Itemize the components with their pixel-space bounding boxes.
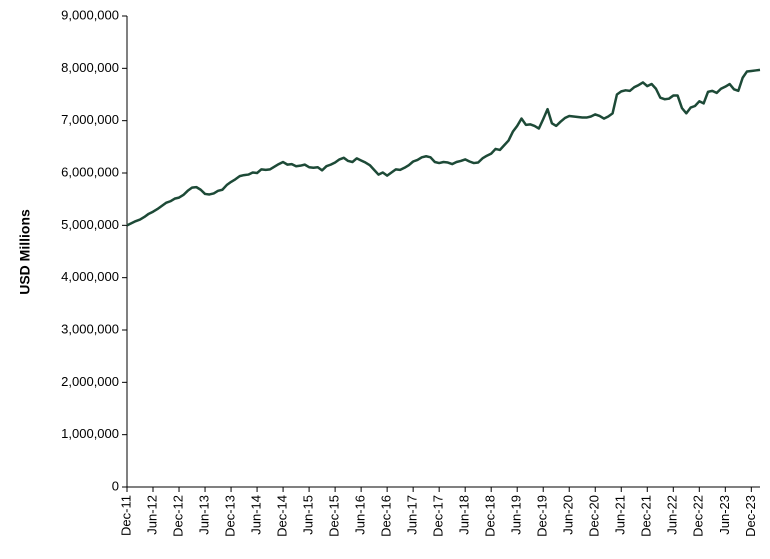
y-axis-label: USD Millions bbox=[17, 209, 33, 295]
x-tick-label: Dec-18 bbox=[483, 495, 498, 537]
x-tick-label: Jun-13 bbox=[196, 495, 211, 535]
x-tick-label: Dec-22 bbox=[691, 495, 706, 537]
x-tick-label: Jun-15 bbox=[301, 495, 316, 535]
y-tick-label: 7,000,000 bbox=[61, 112, 119, 127]
x-tick-label: Dec-11 bbox=[118, 495, 133, 536]
x-tick-label: Jun-14 bbox=[249, 495, 264, 535]
y-tick-label: 1,000,000 bbox=[61, 426, 119, 441]
y-tick-label: 3,000,000 bbox=[61, 321, 119, 336]
x-tick-label: Dec-12 bbox=[170, 495, 185, 537]
y-tick-label: 2,000,000 bbox=[61, 374, 119, 389]
x-tick-label: Dec-23 bbox=[743, 495, 758, 537]
x-tick-label: Dec-15 bbox=[327, 495, 342, 537]
x-tick-label: Jun-23 bbox=[717, 495, 732, 535]
x-tick-label: Dec-13 bbox=[222, 495, 237, 537]
y-tick-label: 5,000,000 bbox=[61, 217, 119, 232]
x-tick-label: Dec-21 bbox=[639, 495, 654, 537]
y-tick-label: 9,000,000 bbox=[61, 7, 119, 22]
x-tick-label: Jun-20 bbox=[561, 495, 576, 535]
y-tick-label: 8,000,000 bbox=[61, 60, 119, 75]
x-tick-label: Dec-20 bbox=[587, 495, 602, 537]
x-tick-label: Dec-14 bbox=[275, 495, 290, 537]
x-tick-label: Jun-19 bbox=[509, 495, 524, 535]
y-tick-label: 0 bbox=[112, 478, 119, 493]
y-tick-label: 4,000,000 bbox=[61, 269, 119, 284]
data-line bbox=[126, 68, 761, 227]
x-tick-label: Jun-21 bbox=[613, 495, 628, 535]
x-tick-label: Jun-16 bbox=[353, 495, 368, 535]
x-tick-label: Dec-16 bbox=[379, 495, 394, 537]
x-tick-label: Jun-22 bbox=[665, 495, 680, 535]
x-tick-label: Jun-17 bbox=[405, 495, 420, 535]
y-tick-label: 6,000,000 bbox=[61, 164, 119, 179]
x-tick-label: Jun-12 bbox=[144, 495, 159, 535]
x-tick-label: Dec-17 bbox=[431, 495, 446, 537]
x-tick-label: Jun-18 bbox=[457, 495, 472, 535]
x-tick-label: Dec-19 bbox=[535, 495, 550, 537]
